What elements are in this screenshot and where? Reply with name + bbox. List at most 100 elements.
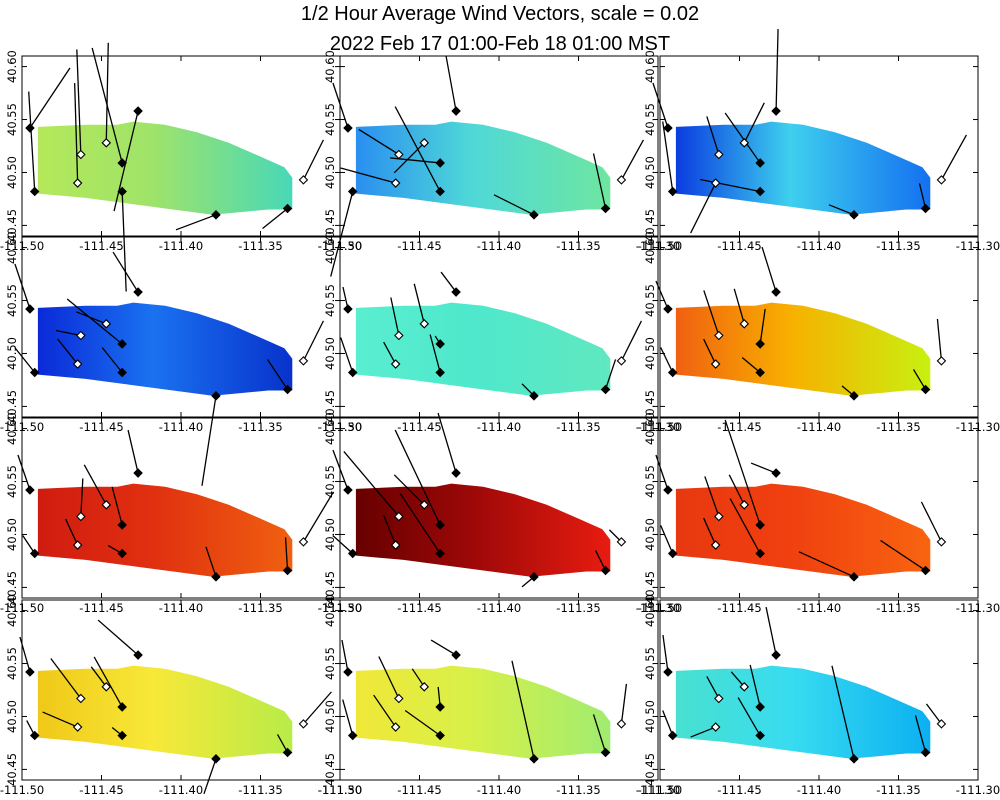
- x-tick-label: -111.40: [159, 783, 203, 797]
- y-tick-label: 40.55: [5, 284, 19, 317]
- y-tick-label: 40.45: [5, 753, 19, 786]
- station-marker: [72, 178, 83, 188]
- x-tick-label: -111.35: [238, 601, 282, 615]
- wind-vector: [655, 454, 669, 491]
- station-marker: [390, 722, 401, 732]
- y-tick-label: 40.50: [5, 518, 19, 551]
- station-marker: [667, 548, 678, 559]
- wind-vector: [101, 347, 123, 373]
- x-tick-label: -111.45: [397, 601, 441, 615]
- y-tick-label: 40.60: [643, 50, 657, 83]
- x-tick-label: -111.50: [318, 783, 362, 797]
- station-marker: [616, 356, 627, 366]
- x-tick-label: -111.45: [79, 783, 123, 797]
- wind-vector: [594, 550, 607, 571]
- station-marker: [667, 186, 678, 197]
- y-tick-label: 40.50: [323, 156, 337, 189]
- y-tick-label: 40.45: [323, 753, 337, 786]
- wind-vector: [761, 246, 777, 293]
- panel-frame: [659, 55, 979, 237]
- wind-vector: [390, 297, 400, 336]
- station-marker: [849, 572, 859, 582]
- station-marker: [714, 511, 724, 522]
- y-tick-label: 40.60: [323, 50, 337, 83]
- wind-vector: [90, 666, 107, 688]
- x-tick-label: -111.35: [556, 239, 600, 253]
- x-tick-label: -111.40: [797, 783, 841, 797]
- station-marker: [435, 367, 445, 378]
- wind-vector: [690, 726, 716, 738]
- wind-vector: [121, 191, 127, 292]
- wind-vector: [662, 121, 674, 192]
- x-tick-label: -111.35: [238, 239, 282, 253]
- interpolated-wind-field: [37, 483, 293, 577]
- station-marker: [920, 747, 931, 758]
- wind-vector: [700, 178, 761, 193]
- wind-vector: [399, 493, 441, 554]
- wind-vector: [175, 214, 217, 231]
- station-marker: [298, 537, 309, 547]
- y-tick-label: 40.45: [643, 209, 657, 242]
- y-tick-label: 40.50: [323, 518, 337, 551]
- interpolated-wind-field: [675, 302, 931, 396]
- station-marker: [343, 485, 353, 495]
- wind-vector: [703, 517, 717, 546]
- station-marker: [101, 682, 112, 692]
- station-marker: [133, 106, 143, 116]
- wind-vector: [925, 703, 942, 725]
- panel-3: -111.50 -111.45 -111.40 -111.35 -111.3040.45…: [638, 29, 1000, 253]
- station-marker: [755, 186, 765, 197]
- station-marker: [771, 650, 781, 660]
- wind-vector: [284, 537, 289, 571]
- station-marker: [211, 391, 221, 401]
- y-tick-label: 40.55: [323, 103, 337, 136]
- wind-vector: [411, 668, 425, 688]
- interpolated-wind-field: [675, 665, 931, 759]
- station-marker: [739, 500, 750, 510]
- station-marker: [710, 359, 721, 369]
- station-marker: [755, 158, 765, 168]
- wind-vector: [127, 429, 139, 474]
- panel-6: -111.50 -111.45 -111.40 -111.35 -111.3040.45…: [638, 231, 1000, 434]
- station-marker: [936, 175, 947, 185]
- station-marker: [435, 730, 445, 741]
- wind-vector: [759, 308, 766, 345]
- station-marker: [755, 730, 765, 741]
- wind-vector: [302, 491, 334, 543]
- panel-12: -111.50 -111.45 -111.40 -111.35 -111.3040.45…: [638, 594, 1000, 797]
- panel-9: -111.50 -111.45 -111.40 -111.35 -111.3040.45…: [638, 412, 1000, 615]
- station-marker: [117, 186, 127, 197]
- y-tick-label: 40.50: [643, 337, 657, 370]
- x-tick-label: -111.40: [797, 239, 841, 253]
- station-marker: [282, 203, 293, 214]
- station-marker: [117, 158, 127, 168]
- wind-vector: [592, 153, 607, 209]
- wind-vector: [690, 182, 717, 234]
- station-marker: [29, 730, 40, 741]
- wind-vector: [383, 341, 397, 365]
- station-marker: [72, 359, 83, 369]
- station-marker: [117, 702, 127, 712]
- station-marker: [29, 548, 40, 559]
- station-marker: [936, 356, 947, 366]
- panel-1: -111.50 -111.45 -111.40 -111.35 -111.3040.45…: [0, 42, 362, 292]
- wind-vector: [330, 191, 354, 277]
- station-marker: [849, 754, 859, 764]
- wind-vector: [383, 514, 397, 546]
- station-marker: [451, 287, 461, 297]
- x-tick-label: -111.45: [397, 420, 441, 434]
- wind-vector: [660, 525, 674, 554]
- station-marker: [117, 730, 127, 741]
- x-tick-label: -111.40: [797, 601, 841, 615]
- wind-vector: [936, 318, 943, 361]
- x-tick-label: -111.35: [876, 783, 920, 797]
- wind-vector: [343, 451, 400, 517]
- wind-vector: [620, 320, 643, 362]
- y-tick-label: 40.50: [643, 156, 657, 189]
- wind-vector: [750, 462, 777, 474]
- station-marker: [771, 106, 781, 116]
- station-marker: [394, 149, 404, 160]
- wind-vector: [620, 139, 644, 181]
- wind-vector: [430, 639, 457, 656]
